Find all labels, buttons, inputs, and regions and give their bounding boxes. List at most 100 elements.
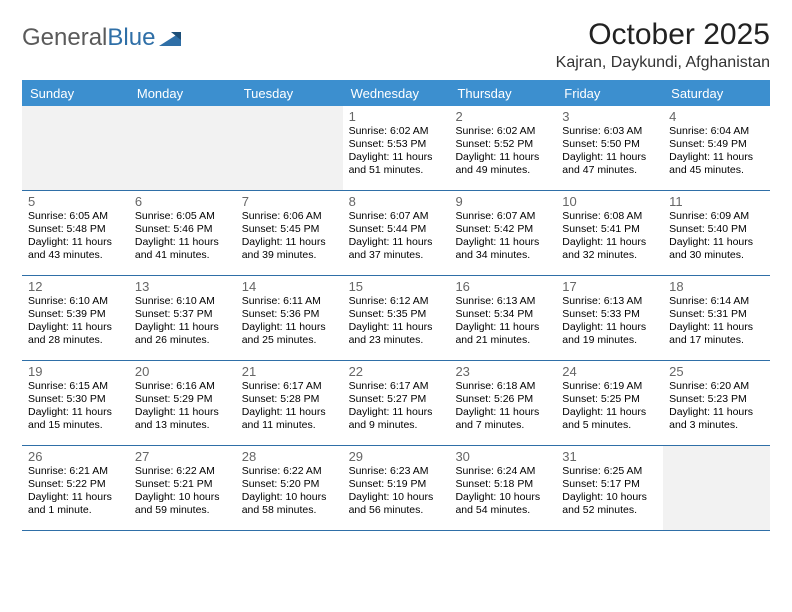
weekday-header: Wednesday [343,82,450,106]
sunrise-text: Sunrise: 6:20 AM [669,380,764,393]
day-number: 2 [455,109,550,124]
sunset-text: Sunset: 5:48 PM [28,223,123,236]
day-number: 16 [455,279,550,294]
sunset-text: Sunset: 5:50 PM [562,138,657,151]
daylight-text: Daylight: 11 hours and 32 minutes. [562,236,657,262]
daylight-text: Daylight: 10 hours and 52 minutes. [562,491,657,517]
calendar-cell: 15Sunrise: 6:12 AMSunset: 5:35 PMDayligh… [343,276,450,360]
calendar-cell: 1Sunrise: 6:02 AMSunset: 5:53 PMDaylight… [343,106,450,190]
day-info: Sunrise: 6:22 AMSunset: 5:21 PMDaylight:… [135,465,230,518]
sunset-text: Sunset: 5:44 PM [349,223,444,236]
calendar-cell: 14Sunrise: 6:11 AMSunset: 5:36 PMDayligh… [236,276,343,360]
sunrise-text: Sunrise: 6:21 AM [28,465,123,478]
calendar-cell-blank [129,106,236,190]
day-info: Sunrise: 6:14 AMSunset: 5:31 PMDaylight:… [669,295,764,348]
calendar-cell: 20Sunrise: 6:16 AMSunset: 5:29 PMDayligh… [129,361,236,445]
sunrise-text: Sunrise: 6:02 AM [455,125,550,138]
sunset-text: Sunset: 5:45 PM [242,223,337,236]
day-info: Sunrise: 6:25 AMSunset: 5:17 PMDaylight:… [562,465,657,518]
sunset-text: Sunset: 5:49 PM [669,138,764,151]
calendar-cell: 23Sunrise: 6:18 AMSunset: 5:26 PMDayligh… [449,361,556,445]
weekday-header-row: Sunday Monday Tuesday Wednesday Thursday… [22,82,770,106]
calendar-cell: 26Sunrise: 6:21 AMSunset: 5:22 PMDayligh… [22,446,129,530]
sunrise-text: Sunrise: 6:14 AM [669,295,764,308]
sunset-text: Sunset: 5:17 PM [562,478,657,491]
day-info: Sunrise: 6:05 AMSunset: 5:46 PMDaylight:… [135,210,230,263]
day-number: 1 [349,109,444,124]
calendar-cell: 31Sunrise: 6:25 AMSunset: 5:17 PMDayligh… [556,446,663,530]
day-number: 23 [455,364,550,379]
calendar-cell: 4Sunrise: 6:04 AMSunset: 5:49 PMDaylight… [663,106,770,190]
day-info: Sunrise: 6:11 AMSunset: 5:36 PMDaylight:… [242,295,337,348]
calendar-cell-blank [663,446,770,530]
day-info: Sunrise: 6:20 AMSunset: 5:23 PMDaylight:… [669,380,764,433]
sunrise-text: Sunrise: 6:25 AM [562,465,657,478]
day-number: 31 [562,449,657,464]
calendar-cell-blank [236,106,343,190]
calendar-cell: 19Sunrise: 6:15 AMSunset: 5:30 PMDayligh… [22,361,129,445]
sunset-text: Sunset: 5:31 PM [669,308,764,321]
daylight-text: Daylight: 11 hours and 13 minutes. [135,406,230,432]
sunrise-text: Sunrise: 6:22 AM [242,465,337,478]
daylight-text: Daylight: 11 hours and 41 minutes. [135,236,230,262]
weekday-header: Saturday [663,82,770,106]
day-info: Sunrise: 6:12 AMSunset: 5:35 PMDaylight:… [349,295,444,348]
daylight-text: Daylight: 11 hours and 45 minutes. [669,151,764,177]
calendar-cell: 28Sunrise: 6:22 AMSunset: 5:20 PMDayligh… [236,446,343,530]
daylight-text: Daylight: 11 hours and 11 minutes. [242,406,337,432]
daylight-text: Daylight: 11 hours and 37 minutes. [349,236,444,262]
calendar-cell: 11Sunrise: 6:09 AMSunset: 5:40 PMDayligh… [663,191,770,275]
daylight-text: Daylight: 11 hours and 28 minutes. [28,321,123,347]
day-number: 27 [135,449,230,464]
day-info: Sunrise: 6:03 AMSunset: 5:50 PMDaylight:… [562,125,657,178]
brand-logo: GeneralBlue [22,18,185,52]
daylight-text: Daylight: 11 hours and 21 minutes. [455,321,550,347]
day-number: 12 [28,279,123,294]
sunset-text: Sunset: 5:41 PM [562,223,657,236]
weekday-header: Friday [556,82,663,106]
day-info: Sunrise: 6:15 AMSunset: 5:30 PMDaylight:… [28,380,123,433]
day-info: Sunrise: 6:05 AMSunset: 5:48 PMDaylight:… [28,210,123,263]
calendar-cell: 13Sunrise: 6:10 AMSunset: 5:37 PMDayligh… [129,276,236,360]
sunrise-text: Sunrise: 6:16 AM [135,380,230,393]
calendar-cell: 2Sunrise: 6:02 AMSunset: 5:52 PMDaylight… [449,106,556,190]
calendar-cell: 30Sunrise: 6:24 AMSunset: 5:18 PMDayligh… [449,446,556,530]
day-number: 24 [562,364,657,379]
daylight-text: Daylight: 10 hours and 54 minutes. [455,491,550,517]
sunrise-text: Sunrise: 6:08 AM [562,210,657,223]
sunset-text: Sunset: 5:23 PM [669,393,764,406]
calendar-cell: 5Sunrise: 6:05 AMSunset: 5:48 PMDaylight… [22,191,129,275]
day-info: Sunrise: 6:07 AMSunset: 5:44 PMDaylight:… [349,210,444,263]
daylight-text: Daylight: 10 hours and 59 minutes. [135,491,230,517]
day-info: Sunrise: 6:02 AMSunset: 5:52 PMDaylight:… [455,125,550,178]
daylight-text: Daylight: 11 hours and 3 minutes. [669,406,764,432]
day-info: Sunrise: 6:02 AMSunset: 5:53 PMDaylight:… [349,125,444,178]
calendar-grid: 1Sunrise: 6:02 AMSunset: 5:53 PMDaylight… [22,106,770,531]
day-number: 26 [28,449,123,464]
sunset-text: Sunset: 5:33 PM [562,308,657,321]
sunset-text: Sunset: 5:52 PM [455,138,550,151]
calendar-cell: 29Sunrise: 6:23 AMSunset: 5:19 PMDayligh… [343,446,450,530]
day-info: Sunrise: 6:24 AMSunset: 5:18 PMDaylight:… [455,465,550,518]
daylight-text: Daylight: 11 hours and 43 minutes. [28,236,123,262]
sunrise-text: Sunrise: 6:07 AM [455,210,550,223]
daylight-text: Daylight: 10 hours and 58 minutes. [242,491,337,517]
day-number: 5 [28,194,123,209]
page-title: October 2025 [556,18,770,52]
calendar-cell: 6Sunrise: 6:05 AMSunset: 5:46 PMDaylight… [129,191,236,275]
sunrise-text: Sunrise: 6:13 AM [455,295,550,308]
daylight-text: Daylight: 11 hours and 1 minute. [28,491,123,517]
sunrise-text: Sunrise: 6:05 AM [135,210,230,223]
day-info: Sunrise: 6:08 AMSunset: 5:41 PMDaylight:… [562,210,657,263]
day-number: 8 [349,194,444,209]
daylight-text: Daylight: 11 hours and 7 minutes. [455,406,550,432]
daylight-text: Daylight: 11 hours and 5 minutes. [562,406,657,432]
day-info: Sunrise: 6:19 AMSunset: 5:25 PMDaylight:… [562,380,657,433]
sunset-text: Sunset: 5:27 PM [349,393,444,406]
day-number: 25 [669,364,764,379]
day-info: Sunrise: 6:13 AMSunset: 5:34 PMDaylight:… [455,295,550,348]
calendar-cell: 16Sunrise: 6:13 AMSunset: 5:34 PMDayligh… [449,276,556,360]
calendar-cell: 27Sunrise: 6:22 AMSunset: 5:21 PMDayligh… [129,446,236,530]
day-number: 22 [349,364,444,379]
brand-word-2: Blue [107,24,155,51]
